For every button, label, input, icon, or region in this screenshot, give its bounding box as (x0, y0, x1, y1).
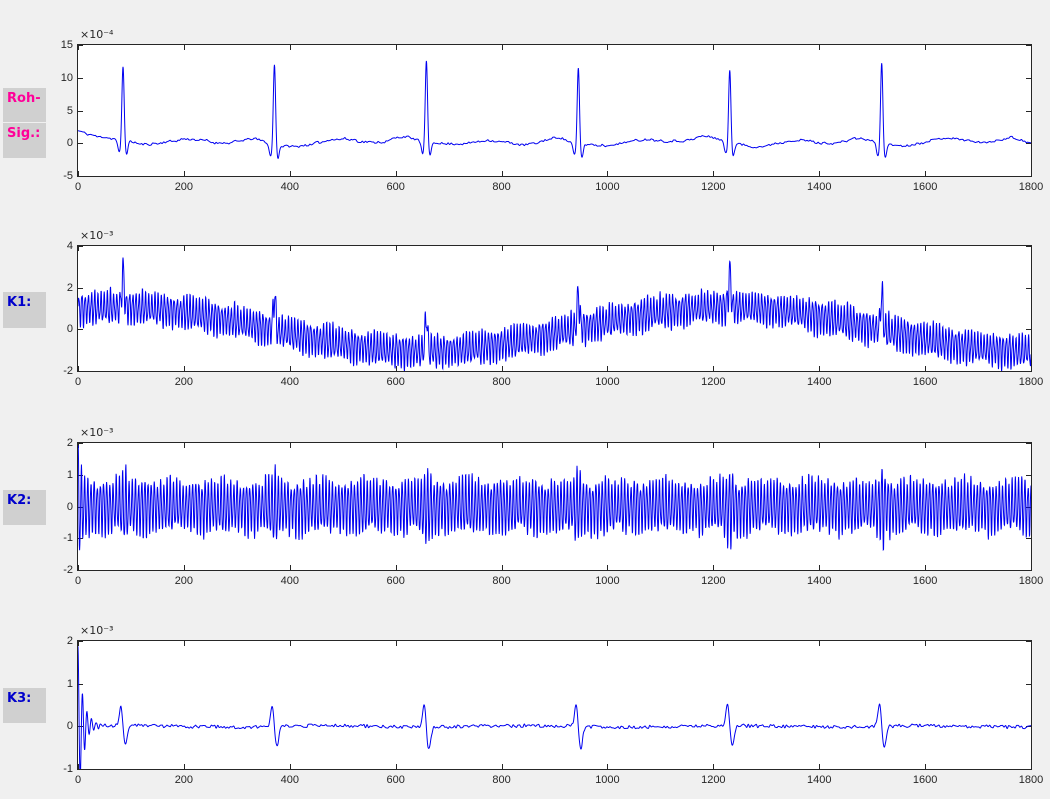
y-tick-label: 2 (66, 635, 73, 647)
y-axis-exponent-label: ×10⁻³ (80, 426, 114, 439)
y-tick-label: 0 (66, 720, 73, 733)
y-tick-label: 0 (66, 500, 73, 513)
y-tick-label: 4 (66, 240, 73, 252)
x-tick-label: 1800 (1018, 376, 1044, 388)
x-tick-label: 0 (74, 575, 82, 587)
x-tick-label: 200 (174, 774, 194, 786)
x-tick-label: 1000 (595, 774, 620, 786)
x-tick-label: 1600 (912, 376, 938, 388)
x-tick-label: 600 (386, 774, 405, 786)
x-tick-label: 1400 (806, 575, 832, 587)
y-tick-label: 0 (66, 323, 73, 336)
x-tick-label: 0 (74, 774, 82, 786)
x-tick-label: 1800 (1018, 575, 1044, 587)
signal-plot (78, 45, 1031, 176)
y-axis-exponent-label: ×10⁻⁴ (80, 28, 114, 41)
x-tick-label: 1200 (701, 181, 726, 193)
signal-plot (78, 641, 1031, 769)
x-tick-label: 1200 (701, 774, 726, 786)
signal-trace (78, 445, 1031, 552)
x-tick-label: 1000 (595, 575, 620, 587)
x-tick-label: 800 (492, 376, 511, 388)
y-tick-label: -5 (63, 170, 73, 182)
y-tick-label: 5 (66, 104, 73, 117)
x-tick-label: 1600 (912, 181, 938, 193)
y-tick-label: 1 (66, 677, 73, 690)
y-tick-label: -2 (63, 365, 73, 377)
x-tick-label: 600 (386, 376, 405, 388)
row-label-k3: K3: (3, 688, 46, 723)
y-tick-label: 1 (66, 468, 73, 481)
x-tick-label: 1600 (912, 774, 938, 786)
x-tick-label: 0 (74, 181, 82, 193)
y-tick-label: -2 (63, 564, 73, 576)
axis-ticks (78, 443, 1031, 570)
y-axis-exponent-label: ×10⁻³ (80, 229, 114, 242)
x-tick-label: 1000 (595, 181, 620, 193)
row-label-k2: K2: (3, 490, 46, 525)
x-tick-label: 400 (280, 376, 299, 388)
x-tick-label: 1600 (912, 575, 938, 587)
x-tick-label: 1200 (701, 376, 726, 388)
x-tick-label: 1400 (806, 181, 832, 193)
x-tick-label: 200 (174, 376, 194, 388)
x-tick-label: 400 (280, 575, 299, 587)
y-tick-label: 2 (66, 437, 73, 449)
row-label-k1: K1: (3, 292, 46, 328)
signal-plot (78, 246, 1031, 371)
x-tick-label: 800 (492, 774, 511, 786)
signal-plot (78, 443, 1031, 570)
x-tick-label: 1800 (1018, 774, 1044, 786)
subplot-k3: ×10⁻³ 2 1 0 -1 0 200 400 600 800 1000 1200 1400 1600 1… (63, 624, 1043, 786)
axis-ticks (78, 641, 1031, 769)
x-tick-label: 800 (492, 181, 511, 193)
x-tick-label: 1400 (806, 774, 832, 786)
y-tick-label: -1 (63, 532, 73, 545)
x-tick-label: 400 (280, 774, 299, 786)
x-tick-label: 400 (280, 181, 299, 193)
x-tick-label: 1400 (806, 376, 832, 388)
axis-ticks (78, 45, 1031, 176)
x-tick-label: 1200 (701, 575, 726, 587)
signal-trace (78, 257, 1031, 371)
row-label-text: Sig.: (7, 126, 41, 141)
row-label-text: Roh- (7, 91, 41, 106)
axis-ticks (78, 246, 1031, 371)
row-label-text: K1: (7, 295, 32, 310)
x-tick-label: 1800 (1018, 181, 1044, 193)
y-tick-label: 0 (66, 137, 73, 150)
signal-trace (78, 646, 1031, 769)
subplot-k1: ×10⁻³ 4 2 0 -2 0 200 400 600 800 1000 1200 1400 1600 1… (63, 229, 1043, 388)
x-tick-label: 800 (492, 575, 511, 587)
y-tick-label: 15 (60, 39, 73, 51)
y-tick-label: 10 (60, 71, 73, 84)
row-label-sig: Sig.: (3, 123, 46, 158)
x-tick-label: 200 (174, 575, 194, 587)
row-label-roh: Roh- (3, 88, 46, 122)
x-tick-label: 0 (74, 376, 82, 388)
row-label-text: K3: (7, 691, 32, 706)
subplot-roh-sig: ×10⁻⁴ 15 10 5 0 -5 0 200 400 600 800 1000 1200 1400 16… (61, 28, 1043, 193)
signal-trace (78, 60, 1031, 160)
x-tick-label: 600 (386, 575, 405, 587)
x-tick-label: 600 (386, 181, 405, 193)
y-tick-label: -1 (63, 763, 73, 775)
row-label-text: K2: (7, 493, 32, 508)
y-axis-exponent-label: ×10⁻³ (80, 624, 114, 637)
subplot-k2: ×10⁻³ 2 1 0 -1 -2 0 200 400 600 800 1000 1200 1400 160… (63, 426, 1043, 587)
x-tick-label: 200 (174, 181, 194, 193)
y-tick-label: 2 (66, 281, 73, 294)
x-tick-label: 1000 (595, 376, 620, 388)
